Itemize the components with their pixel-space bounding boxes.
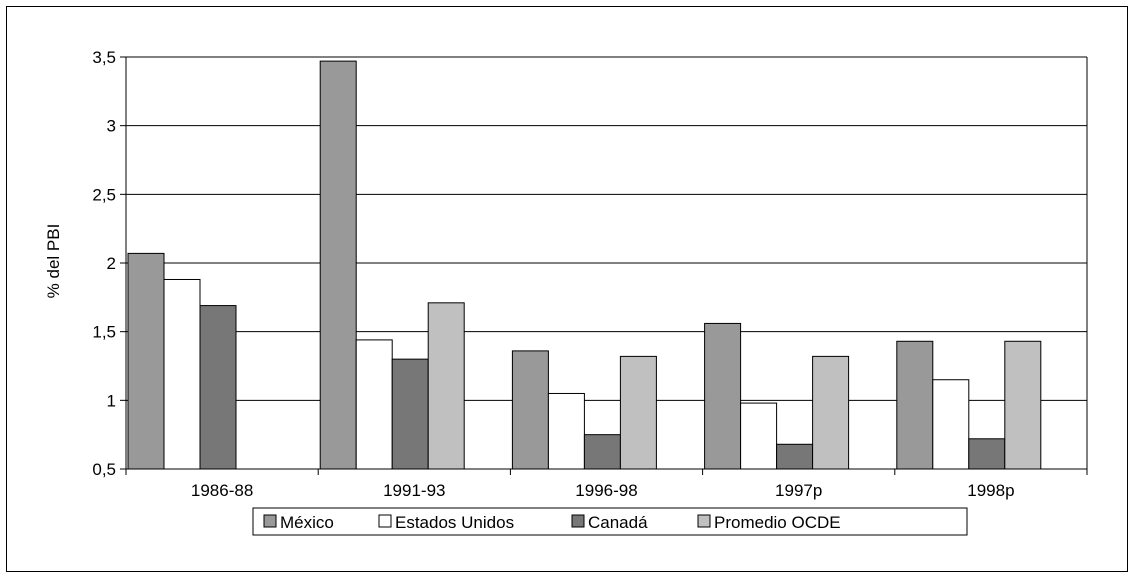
bar [427,302,465,470]
bar [163,278,201,470]
legend-label: Estados Unidos [395,513,514,532]
y-tick-label: 0,5 [92,460,116,479]
y-tick-label: 3,5 [92,48,116,67]
y-tick-label: 2,5 [92,185,116,204]
bar [812,355,850,470]
legend-label: Canadá [588,513,648,532]
bar [968,438,1006,470]
bar [1004,340,1042,470]
legend-swatch [263,514,277,528]
bar [199,305,237,470]
bar [932,379,970,470]
bar [355,339,393,470]
y-tick-label: 1,5 [92,323,116,342]
legend-swatch [571,514,585,528]
legend-box [252,507,968,536]
bar [319,60,357,470]
x-tick-label: 1986-88 [191,481,253,500]
legend: México Estados Unidos Canadá Promedio OCDE [252,507,968,536]
y-tick-label: 2 [107,254,116,273]
legend-swatch [378,514,392,528]
y-axis-title: % del PBI [44,224,63,299]
bar [704,322,742,470]
x-tick-label: 1997p [775,481,822,500]
x-tick-label: 1996-98 [575,481,637,500]
gridlines [126,56,1087,401]
bar [127,252,165,470]
bar [776,443,814,470]
bar [583,434,621,470]
y-tick-label: 3 [107,117,116,136]
bar [896,340,934,470]
legend-label: Promedio OCDE [714,513,841,532]
bar [547,392,585,470]
axes: 0,5 1 1,5 2 2,5 3 3,5 1986-88 1991-93 1996-98 1997… [92,48,1088,500]
y-tick-label: 1 [107,391,116,410]
bar [740,402,778,470]
bar [619,355,657,470]
legend-swatch [697,514,711,528]
legend-label: México [280,513,334,532]
x-tick-label: 1991-93 [383,481,445,500]
bars [127,60,1042,470]
bar [391,358,429,470]
x-tick-label: 1998p [967,481,1014,500]
bar [511,350,549,470]
